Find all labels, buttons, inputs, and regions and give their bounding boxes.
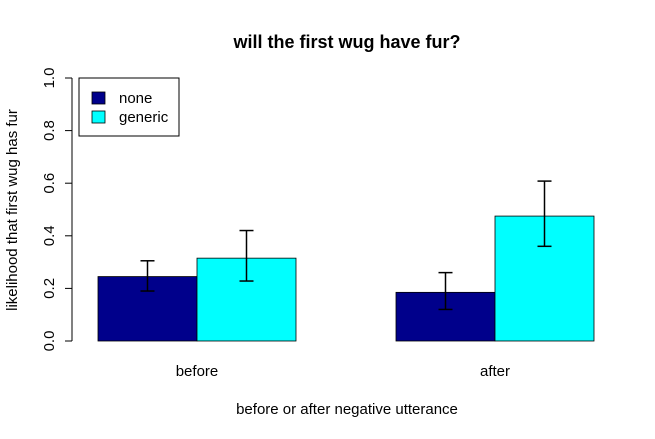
legend-swatch-none	[91, 91, 106, 105]
legend-box	[78, 77, 180, 137]
x-axis-label: before or after negative utterance	[236, 401, 458, 418]
y-tick-label: 0.0	[41, 331, 58, 352]
error-bars-group	[140, 180, 552, 311]
chart-title: will the first wug have fur?	[232, 32, 460, 52]
y-tick-label: 0.6	[41, 173, 58, 194]
y-tick-label: 0.2	[41, 278, 58, 299]
y-tick-label: 1.0	[41, 68, 58, 89]
legend-swatch-generic	[91, 110, 106, 124]
y-tick-label: 0.4	[41, 225, 58, 246]
legend: none generic	[78, 77, 180, 137]
x-tick-labels: before after	[176, 363, 510, 380]
y-axis-ticks: 0.0 0.2 0.4 0.6 0.8 1.0	[41, 68, 72, 352]
legend-label-none: none	[119, 90, 152, 107]
x-tick-label-after: after	[480, 363, 510, 380]
legend-label-generic: generic	[119, 109, 169, 126]
bars-group	[97, 215, 595, 342]
x-tick-label-before: before	[176, 363, 219, 380]
y-axis-label: likelihood that first wug has fur	[4, 109, 21, 311]
y-tick-label: 0.8	[41, 120, 58, 141]
